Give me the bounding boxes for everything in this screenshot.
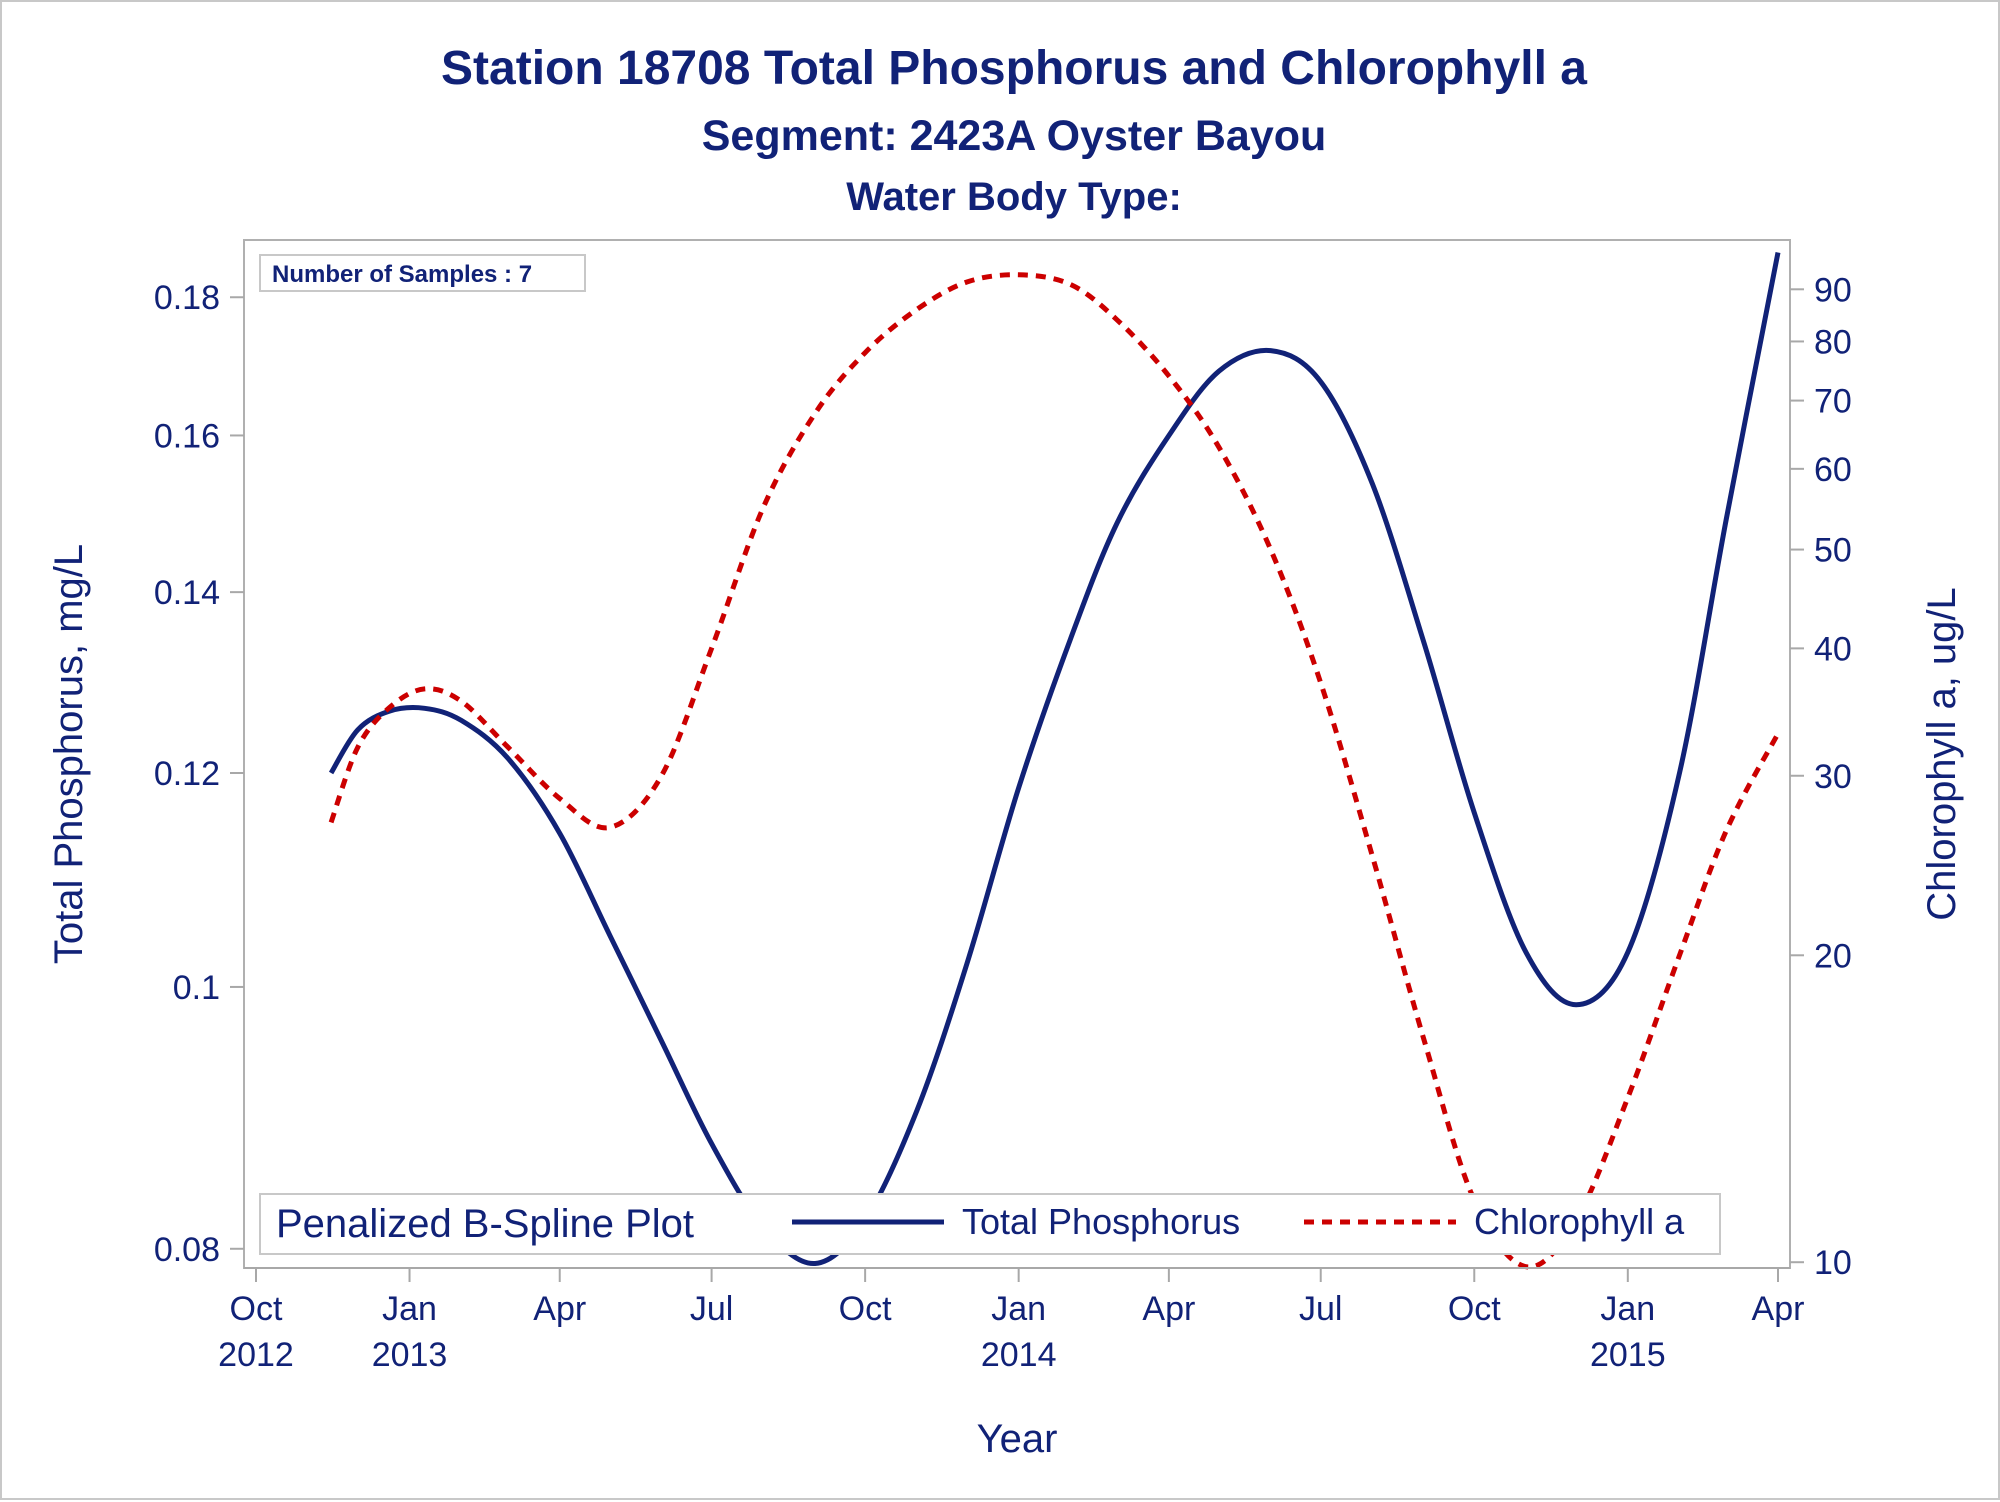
x-tick-label: Jul bbox=[690, 1290, 733, 1328]
chart-title: Station 18708 Total Phosphorus and Chlor… bbox=[441, 42, 1587, 95]
y2-tick-label: 70 bbox=[1814, 383, 1852, 421]
plot-area bbox=[243, 239, 1791, 1269]
annotation-number-of-samples: Number of Samples : 7 bbox=[272, 261, 532, 288]
legend-box bbox=[259, 1193, 1721, 1255]
chart-subtitle-2: Water Body Type: bbox=[846, 175, 1182, 219]
y2-tick-label: 80 bbox=[1814, 323, 1852, 361]
x-tick-label: Jan bbox=[382, 1290, 437, 1328]
x-tick-year-label: 2014 bbox=[981, 1336, 1057, 1374]
y2-tick-label: 30 bbox=[1814, 758, 1852, 796]
y-tick-label: 0.08 bbox=[154, 1231, 220, 1269]
y-tick-label: 0.16 bbox=[154, 417, 220, 455]
chart-subtitle: Segment: 2423A Oyster Bayou bbox=[702, 112, 1327, 160]
x-tick-label: Apr bbox=[1752, 1290, 1805, 1328]
x-axis-label: Year bbox=[977, 1417, 1058, 1461]
axis-layer: Oct 2012 Jan 2013 Apr Jul Oct Jan 2014 Apr Jul Oct J… bbox=[154, 271, 1852, 1374]
y2-tick-label: 20 bbox=[1814, 937, 1852, 975]
legend-entry-total-phosphorus: Total Phosphorus bbox=[962, 1201, 1240, 1242]
y-tick-label: 0.14 bbox=[154, 574, 220, 612]
x-tick-year-label: 2013 bbox=[372, 1336, 448, 1374]
x-tick-year-label: 2012 bbox=[218, 1336, 294, 1374]
legend-entry-chlorophyll-a: Chlorophyll a bbox=[1474, 1201, 1685, 1242]
x-tick-label: Jul bbox=[1299, 1290, 1342, 1328]
legend-title: Penalized B-Spline Plot bbox=[276, 1202, 694, 1246]
y2-tick-label: 50 bbox=[1814, 532, 1852, 570]
series-layer bbox=[328, 252, 1781, 1270]
x-tick-label: Jan bbox=[1600, 1290, 1655, 1328]
y-tick-label: 0.1 bbox=[173, 969, 220, 1007]
legend: Penalized B-Spline Plot Total Phosphorus… bbox=[259, 1193, 1721, 1255]
y2-tick-label: 10 bbox=[1814, 1244, 1852, 1282]
series-line-total-phosphorus bbox=[328, 252, 1781, 1267]
x-tick-year-label: 2015 bbox=[1590, 1336, 1666, 1374]
x-tick-label: Oct bbox=[839, 1290, 892, 1328]
y-tick-label: 0.12 bbox=[154, 755, 220, 793]
y2-axis-label: Chlorophyll a, ug/L bbox=[1920, 587, 1964, 921]
x-tick-label: Apr bbox=[533, 1290, 586, 1328]
y2-tick-label: 90 bbox=[1814, 271, 1852, 309]
series-line-chlorophyll-a bbox=[328, 272, 1781, 1270]
x-tick-label: Jan bbox=[991, 1290, 1046, 1328]
y-axis-label: Total Phosphorus, mg/L bbox=[47, 544, 91, 964]
annotation-box: Number of Samples : 7 bbox=[259, 254, 586, 292]
x-tick-label: Oct bbox=[1448, 1290, 1501, 1328]
x-tick-label: Oct bbox=[230, 1290, 283, 1328]
y2-tick-label: 40 bbox=[1814, 630, 1852, 668]
y2-tick-label: 60 bbox=[1814, 451, 1852, 489]
x-tick-label: Apr bbox=[1142, 1290, 1195, 1328]
y-tick-label: 0.18 bbox=[154, 279, 220, 317]
